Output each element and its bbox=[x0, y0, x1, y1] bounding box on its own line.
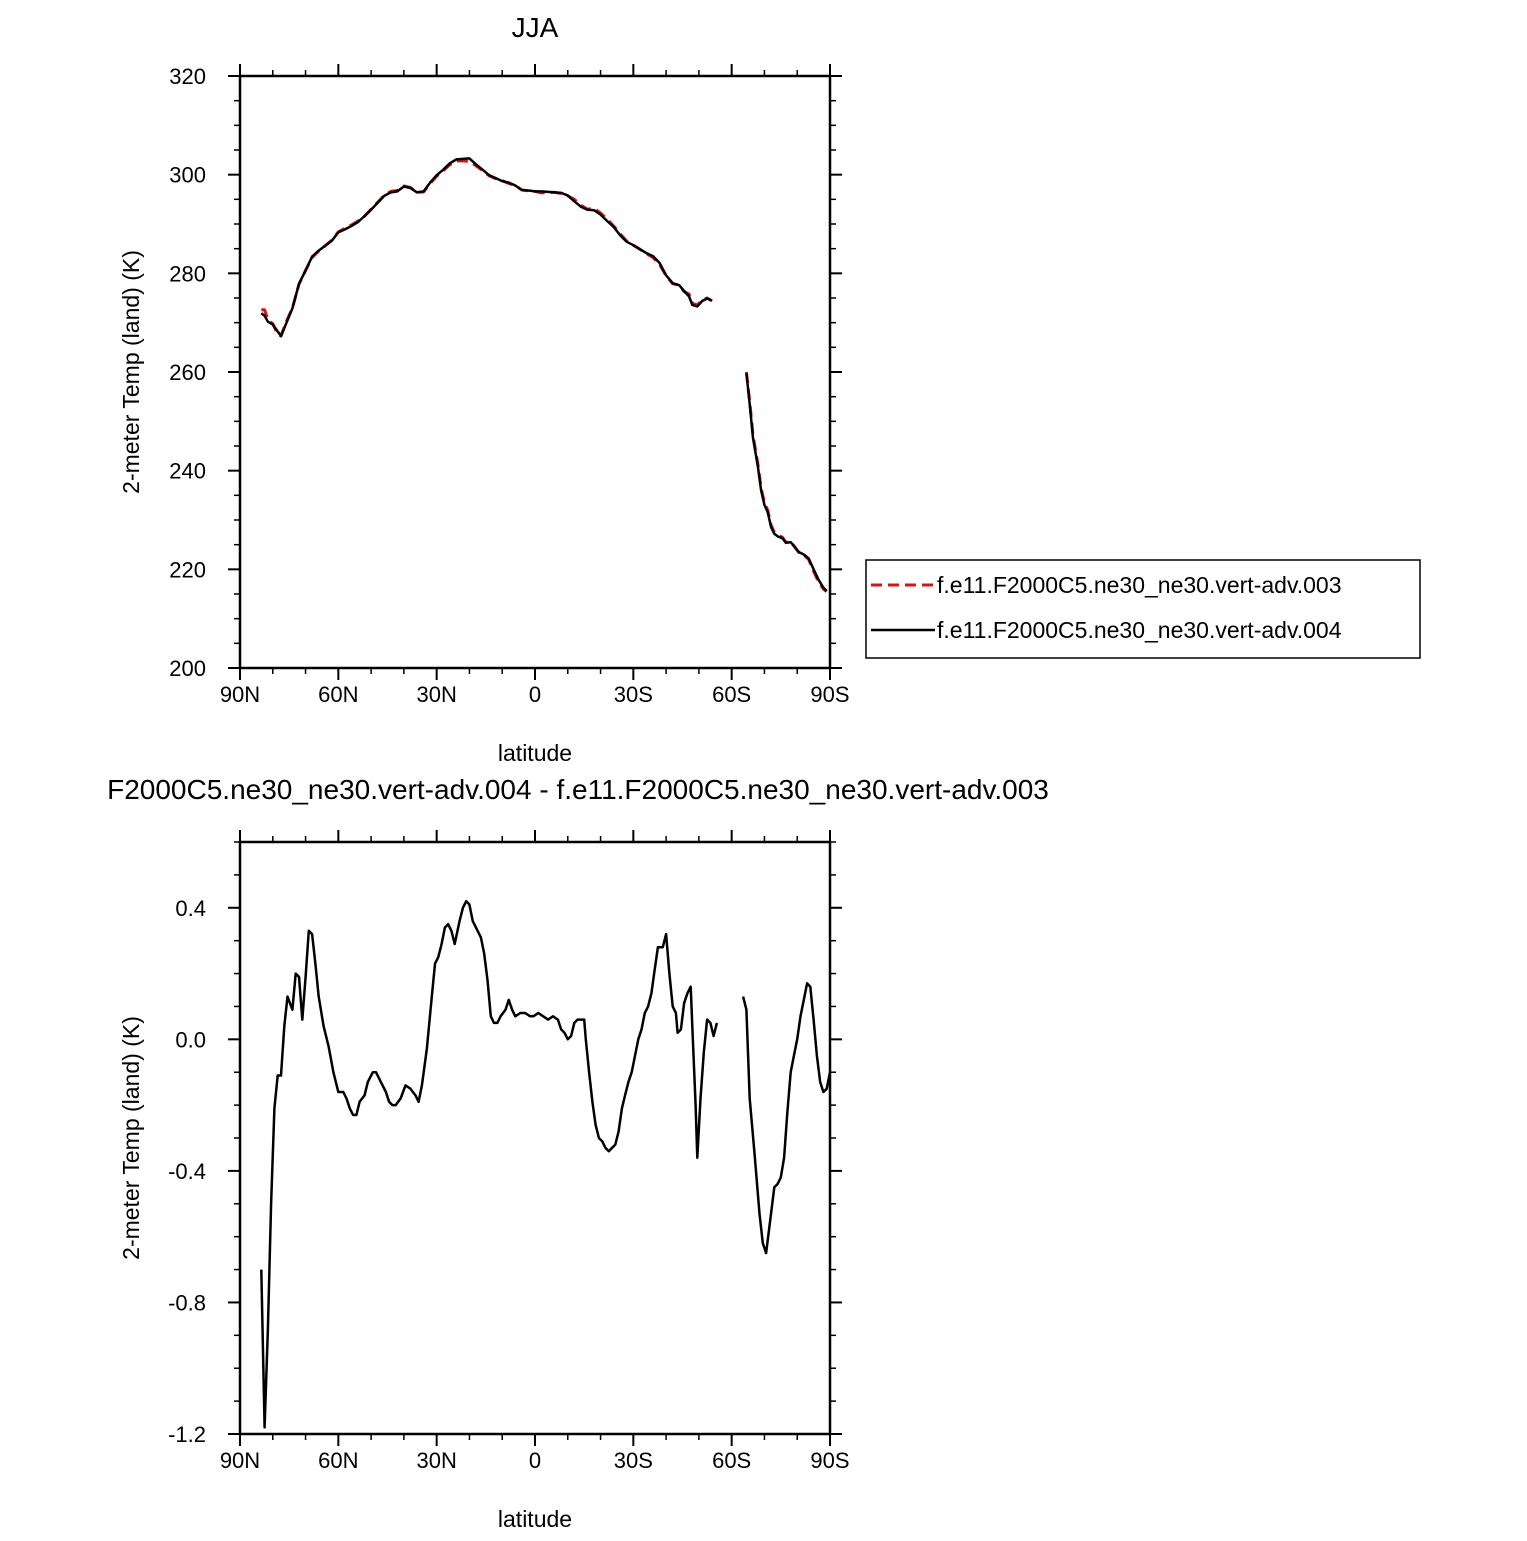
x-tick-label: 90S bbox=[810, 682, 849, 707]
top-ticks bbox=[228, 64, 842, 680]
series-line-1 bbox=[741, 982, 832, 1255]
x-tick-label: 30S bbox=[614, 1448, 653, 1473]
top-plot-title: JJA bbox=[512, 12, 559, 43]
x-tick-label: 90N bbox=[220, 1448, 260, 1473]
top-x-axis-title: latitude bbox=[498, 740, 572, 766]
bottom-y-axis-title: 2-meter Temp (land) (K) bbox=[118, 1016, 144, 1260]
top-series-lines bbox=[260, 157, 828, 593]
y-tick-label: 300 bbox=[169, 163, 206, 188]
y-tick-label: 260 bbox=[169, 360, 206, 385]
legend: f.e11.F2000C5.ne30_ne30.vert-adv.003 f.e… bbox=[865, 559, 1421, 659]
y-tick-label: -0.8 bbox=[168, 1290, 206, 1315]
y-tick-label: 220 bbox=[169, 557, 206, 582]
x-tick-label: 60S bbox=[712, 1448, 751, 1473]
top-plot-frame bbox=[238, 74, 832, 670]
y-tick-label: 0.0 bbox=[175, 1027, 206, 1052]
bottom-x-tick-labels: 90N 60N 30N 0 30S 60S 90S bbox=[220, 1448, 850, 1473]
top-x-tick-labels: 90N 60N 30N 0 30S 60S 90S bbox=[220, 682, 850, 707]
x-tick-label: 0 bbox=[529, 1448, 541, 1473]
y-tick-label: 320 bbox=[169, 64, 206, 89]
legend-label-004: f.e11.F2000C5.ne30_ne30.vert-adv.004 bbox=[937, 617, 1342, 643]
x-tick-label: 30N bbox=[416, 1448, 456, 1473]
bottom-x-axis-title: latitude bbox=[498, 1506, 572, 1532]
series-line-2 bbox=[260, 157, 713, 338]
bottom-plot-title: F2000C5.ne30_ne30.vert-adv.004 - f.e11.F… bbox=[107, 774, 1049, 805]
top-y-axis-title: 2-meter Temp (land) (K) bbox=[118, 250, 144, 494]
y-tick-label: 0.4 bbox=[175, 896, 206, 921]
bottom-series-lines bbox=[260, 899, 832, 1429]
y-tick-label: -1.2 bbox=[168, 1422, 206, 1447]
y-tick-label: 280 bbox=[169, 261, 206, 286]
series-line-1 bbox=[260, 899, 719, 1429]
bottom-ticks bbox=[228, 830, 842, 1446]
legend-label-003: f.e11.F2000C5.ne30_ne30.vert-adv.003 bbox=[937, 572, 1342, 598]
y-tick-label: 200 bbox=[169, 656, 206, 681]
bottom-panel: F2000C5.ne30_ne30.vert-adv.004 - f.e11.F… bbox=[107, 774, 1049, 1532]
series-line-2 bbox=[745, 372, 828, 592]
x-tick-label: 0 bbox=[529, 682, 541, 707]
y-tick-label: 240 bbox=[169, 459, 206, 484]
x-tick-label: 60S bbox=[712, 682, 751, 707]
x-tick-label: 30S bbox=[614, 682, 653, 707]
x-tick-label: 30N bbox=[416, 682, 456, 707]
top-y-tick-labels: 200 220 240 260 280 300 320 bbox=[169, 64, 206, 681]
legend-box bbox=[865, 559, 1421, 659]
bottom-plot-frame bbox=[238, 840, 832, 1436]
x-tick-label: 90S bbox=[810, 1448, 849, 1473]
series-line-1 bbox=[261, 159, 713, 338]
x-tick-label: 90N bbox=[220, 682, 260, 707]
x-tick-label: 60N bbox=[318, 682, 358, 707]
bottom-y-tick-labels: -1.2 -0.8 -0.4 0.0 0.4 bbox=[168, 896, 206, 1447]
series-line-1 bbox=[744, 371, 828, 593]
top-panel: JJA 90N 60N 30N 0 30S 60S 90S 200 220 240 260 280 3… bbox=[118, 12, 850, 766]
y-tick-label: -0.4 bbox=[168, 1159, 206, 1184]
x-tick-label: 60N bbox=[318, 1448, 358, 1473]
